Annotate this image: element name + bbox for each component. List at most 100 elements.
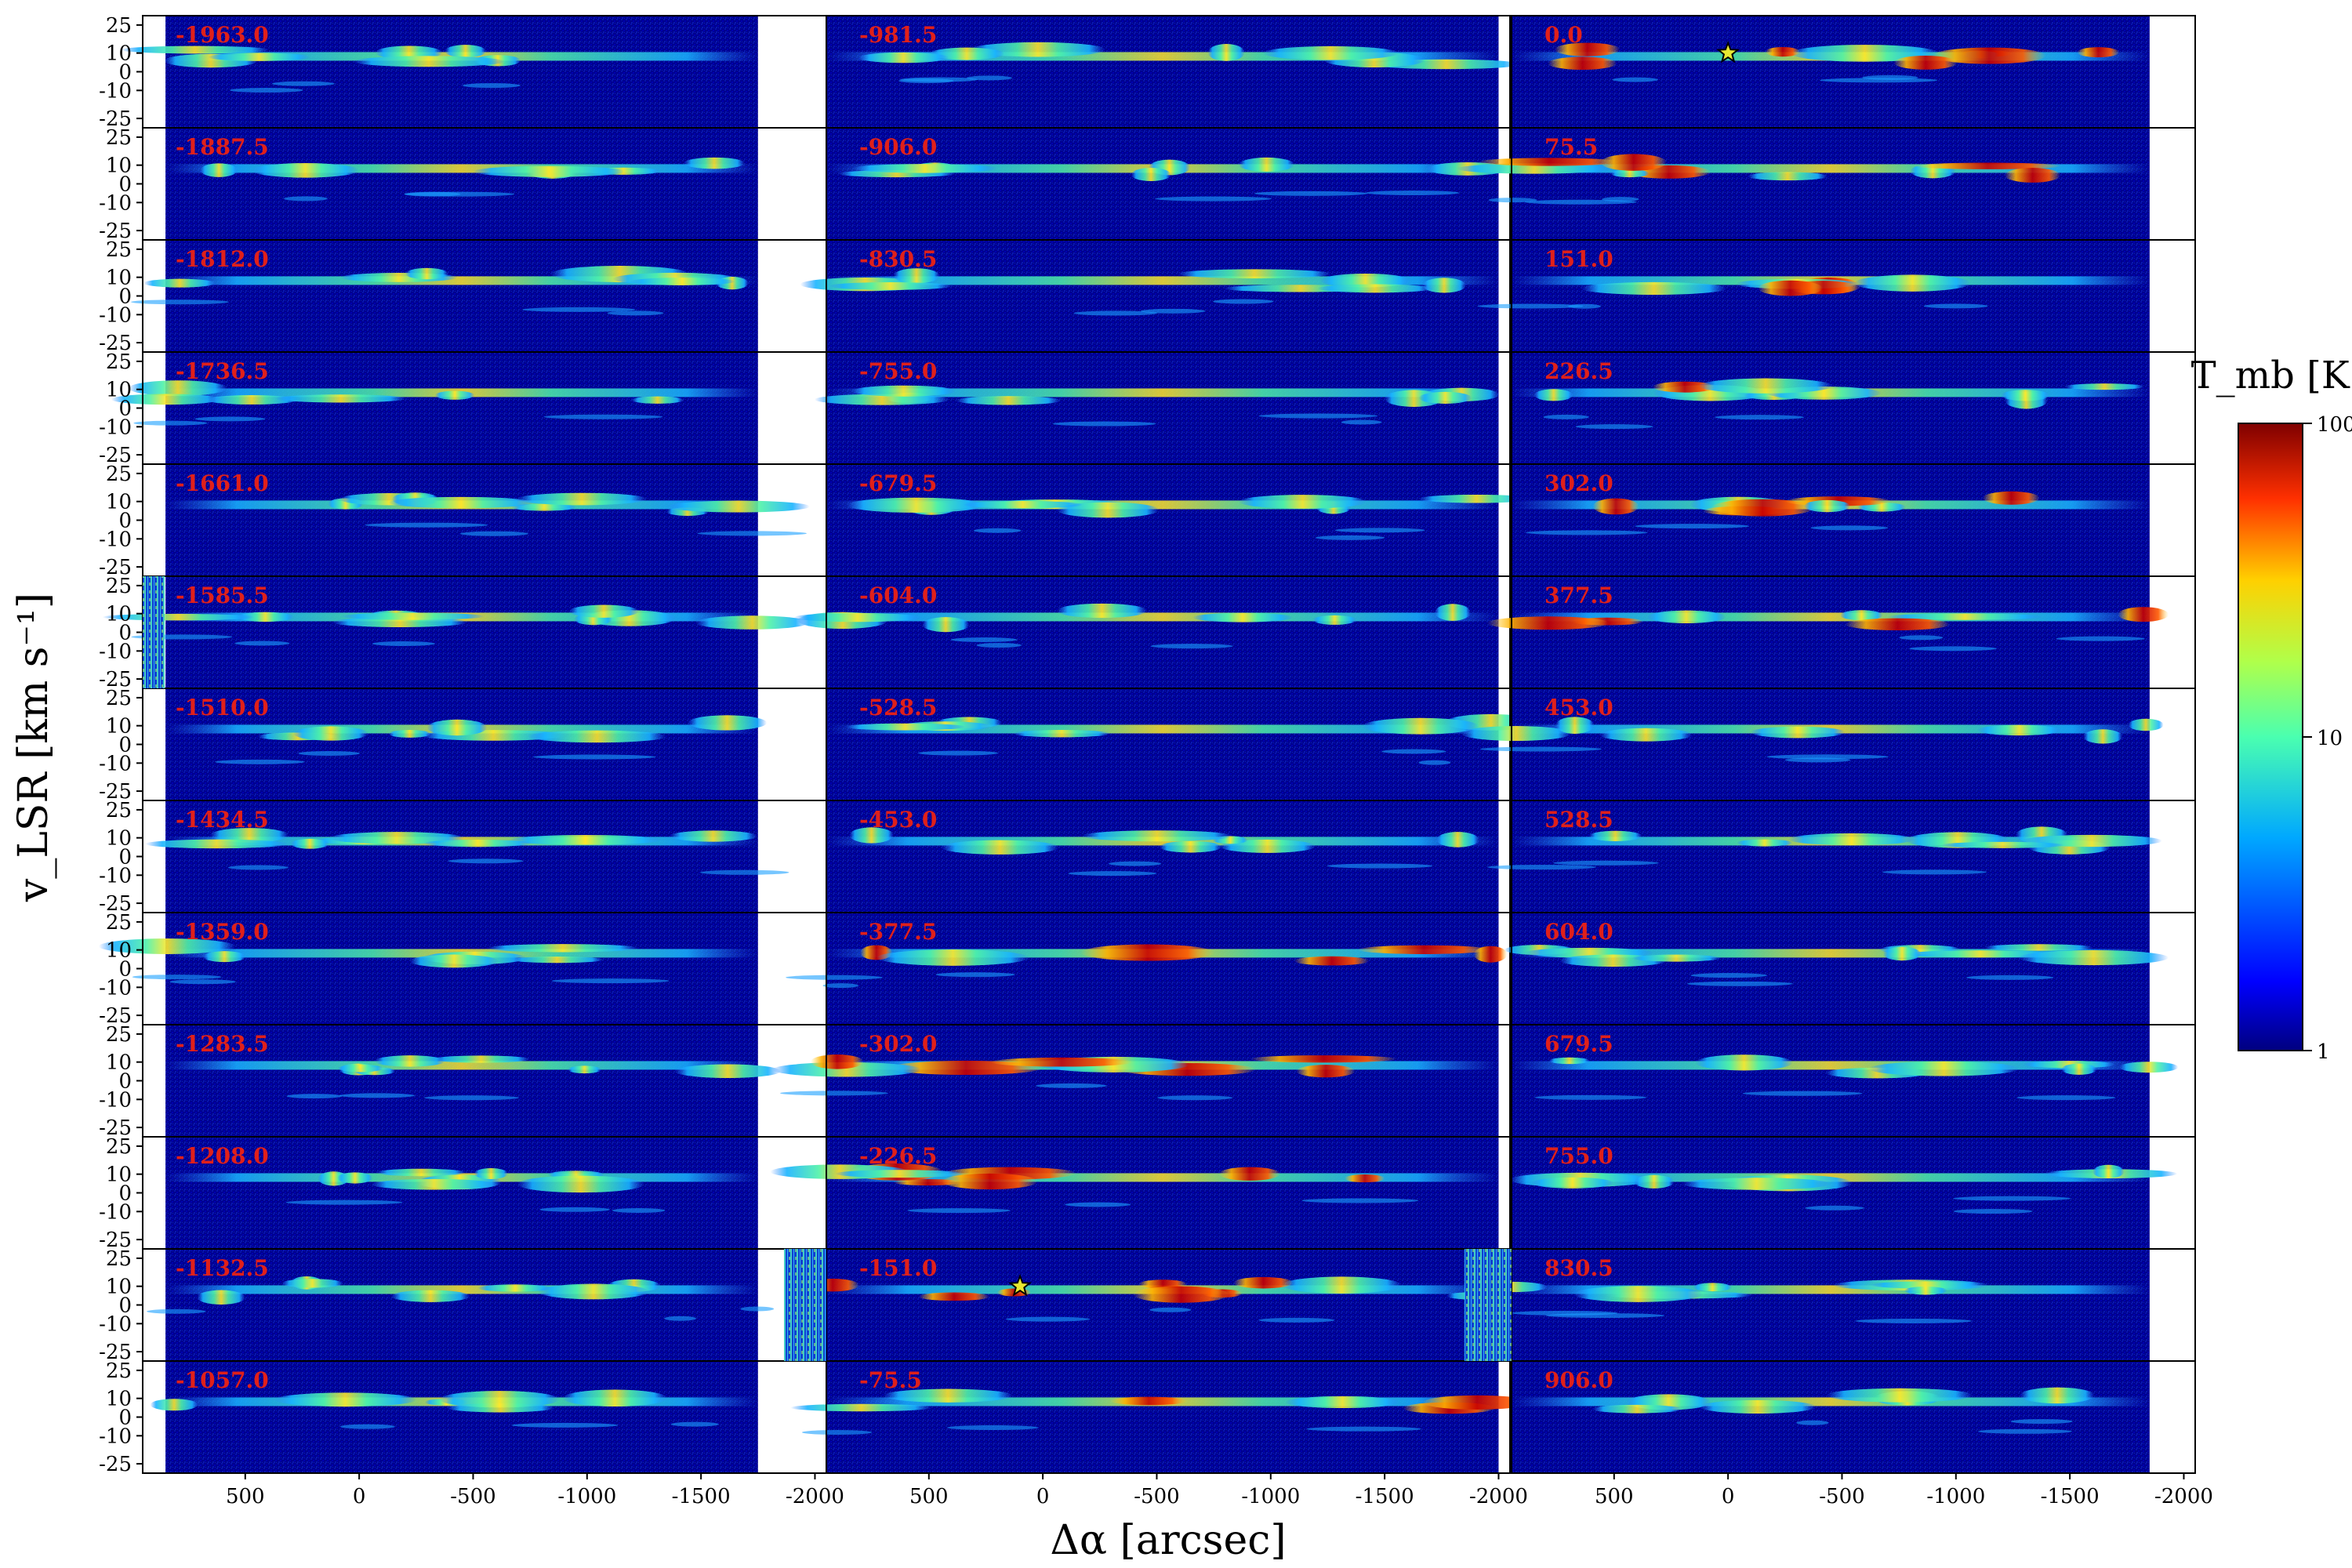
emission-wisp	[967, 75, 1012, 81]
emission-clump	[1013, 729, 1110, 738]
y-tick-label: -25	[99, 780, 132, 804]
emission-ridge	[826, 724, 1499, 734]
emission-clump	[474, 1167, 508, 1179]
emission-clump	[1737, 839, 1793, 847]
emission-wisp	[1341, 419, 1382, 425]
emission-wisp	[511, 1422, 619, 1428]
noise-field	[165, 576, 758, 688]
emission-wisp	[1418, 760, 1451, 765]
emission-clump	[510, 956, 604, 964]
emission-wisp	[1612, 77, 1658, 82]
y-tick-label: 0	[118, 1294, 132, 1318]
emission-wisp	[973, 528, 1022, 533]
emission-clump	[371, 1178, 498, 1190]
pv-panel: -1208.0	[142, 1136, 827, 1250]
emission-clump	[1632, 954, 1721, 962]
emission-wisp	[612, 1208, 666, 1214]
y-tick-label: -25	[99, 1341, 132, 1364]
emission-clump	[1133, 1286, 1229, 1303]
panel-offset-label: -75.5	[859, 1367, 922, 1393]
emission-wisp	[539, 1207, 611, 1212]
emission-clump	[423, 840, 532, 848]
y-tick-label: 10	[106, 939, 132, 963]
x-tick-label: 0	[1722, 1485, 1735, 1508]
emission-clump	[1218, 1167, 1280, 1181]
emission-wisp	[1602, 197, 1639, 202]
emission-clump	[667, 500, 810, 513]
noise-field	[826, 1137, 1499, 1249]
emission-clump	[883, 1388, 1014, 1403]
emission-wisp	[1575, 424, 1653, 430]
noise-field	[165, 16, 758, 128]
emission-clump	[1904, 1286, 1947, 1295]
emission-clump	[1478, 158, 1621, 166]
emission-ridge	[826, 52, 1499, 61]
emission-clump	[1233, 1276, 1294, 1289]
emission-clump	[143, 278, 216, 288]
emission-clump	[1711, 499, 1814, 517]
emission-clump	[1600, 154, 1667, 171]
emission-clump	[630, 278, 735, 285]
emission-clump	[390, 1290, 470, 1302]
noise-field	[826, 800, 1499, 913]
emission-clump	[2004, 168, 2061, 183]
emission-clump	[200, 163, 238, 177]
emission-clump	[388, 496, 534, 509]
emission-clump	[929, 47, 1004, 60]
emission-clump	[98, 938, 236, 954]
noise-field	[165, 352, 758, 464]
emission-ridge	[1512, 949, 2150, 958]
emission-clump	[1436, 832, 1479, 848]
axes: 25100-10-2525100-10-2525100-10-2525100-1…	[99, 14, 2213, 1508]
emission-wisp	[1155, 196, 1272, 201]
emission-wisp	[1690, 973, 1768, 978]
emission-wisp	[1477, 303, 1584, 309]
emission-clump	[1682, 1178, 1831, 1190]
pv-panel: -377.5	[786, 912, 1511, 1025]
emission-clump	[2118, 1062, 2179, 1073]
emission-clump	[1285, 1396, 1400, 1409]
y-tick-label: 0	[118, 734, 132, 757]
panel-offset-label: -1359.0	[176, 919, 269, 945]
emission-wisp	[1882, 869, 1987, 875]
emission-clump	[2077, 47, 2120, 58]
y-tick-label: 0	[118, 285, 132, 309]
emission-ridge	[826, 276, 1499, 285]
emission-clump	[203, 951, 246, 963]
emission-wisp	[1488, 198, 1537, 203]
y-tick-label: -25	[99, 1229, 132, 1252]
emission-clump	[486, 944, 639, 953]
y-tick-label: -25	[99, 668, 132, 691]
y-tick-label: -25	[99, 556, 132, 579]
emission-clump	[1845, 618, 1951, 630]
y-tick-label: 0	[118, 61, 132, 85]
y-tick-label: -10	[99, 640, 132, 663]
panel-offset-label: 604.0	[1544, 919, 1613, 945]
emission-clump	[477, 1284, 553, 1292]
emission-clump	[434, 390, 475, 400]
emission-ridge	[165, 164, 758, 173]
emission-ridge	[165, 1285, 758, 1294]
noise-field	[826, 913, 1499, 1025]
emission-clump	[205, 395, 299, 405]
emission-clump	[252, 162, 359, 178]
emission-clump	[1646, 610, 1726, 624]
emission-clump	[1592, 498, 1639, 515]
emission-wisp	[2010, 1419, 2073, 1425]
pv-panel: -1887.5	[142, 127, 827, 241]
emission-wisp	[935, 972, 1015, 978]
emission-clump	[963, 501, 1083, 509]
pv-panel: 0.0	[1511, 15, 2196, 129]
emission-clump	[409, 954, 499, 968]
emission-clump	[631, 396, 684, 404]
noise-field	[1512, 16, 2150, 128]
y-tick-label: 25	[106, 687, 132, 710]
noise-field	[1512, 352, 2150, 464]
y-tick-label: -25	[99, 1116, 132, 1140]
emission-clump	[1177, 269, 1332, 279]
emission-wisp	[1157, 1095, 1233, 1101]
emission-wisp	[907, 1208, 1011, 1214]
emission-wisp	[522, 307, 636, 312]
emission-wisp	[284, 196, 328, 201]
